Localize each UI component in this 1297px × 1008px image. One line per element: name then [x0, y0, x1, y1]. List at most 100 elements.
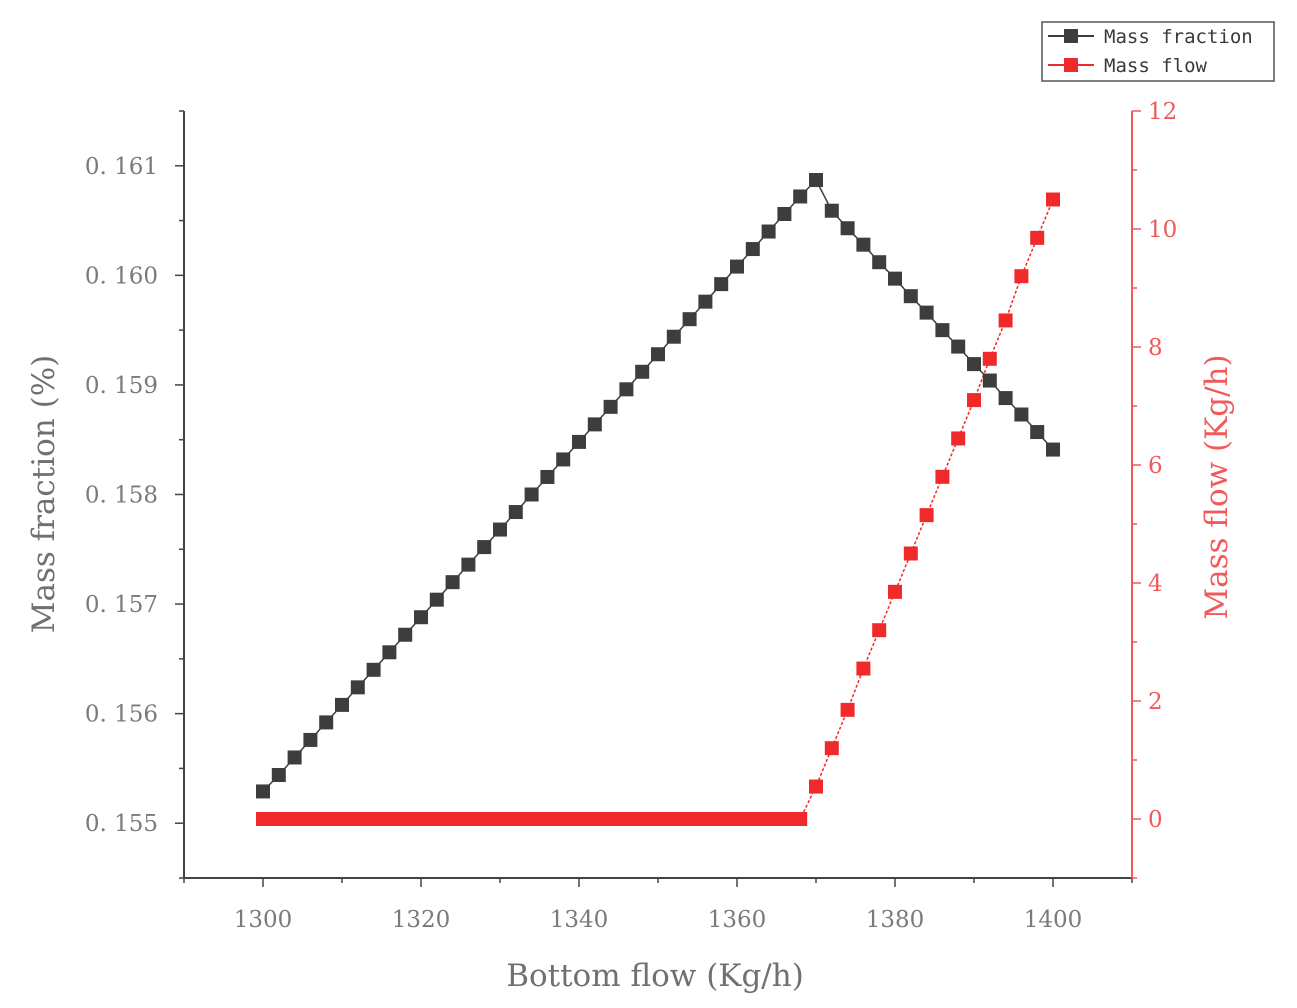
mass-fraction-point	[872, 255, 887, 270]
mass-fraction-point	[714, 277, 729, 292]
mass-flow-point	[935, 469, 950, 484]
y2-axis-title: Mass flow (Kg/h)	[1199, 354, 1235, 619]
mass-flow-point	[856, 661, 871, 676]
y2-tick-label: 4	[1148, 571, 1163, 597]
mass-fraction-point	[856, 237, 871, 252]
mass-flow-point	[872, 623, 887, 638]
mass-flow-point	[840, 702, 855, 717]
series-lines	[262, 178, 1054, 820]
mass-flow-point	[1046, 192, 1060, 207]
y-tick-label: 0. 160	[85, 263, 158, 289]
legend: Mass fraction Mass flow	[1041, 21, 1275, 82]
mass-flow-point	[951, 431, 966, 446]
mass-fraction-point	[303, 732, 318, 747]
mass-fraction-point	[319, 715, 334, 730]
mass-fraction-point	[429, 592, 444, 607]
mass-fraction-point	[477, 540, 492, 555]
y-tick-label: 0. 155	[85, 811, 158, 837]
legend-box	[1041, 21, 1275, 82]
mass-flow-point	[1030, 230, 1045, 245]
mass-fraction-point	[1014, 407, 1029, 422]
y-tick-label: 0. 157	[85, 592, 158, 618]
legend-label-mass-fraction: Mass fraction	[1104, 26, 1253, 48]
mass-fraction-point	[256, 784, 270, 799]
mass-fraction-point	[809, 173, 823, 188]
mass-fraction-point	[382, 645, 397, 660]
y2-tick-label: 8	[1148, 335, 1163, 361]
mass-flow-point	[919, 508, 934, 523]
y-axis-title: Mass fraction (%)	[26, 355, 62, 634]
y2-tick-label: 2	[1148, 689, 1163, 715]
mass-fraction-point	[556, 452, 571, 467]
legend-label-mass-flow: Mass flow	[1104, 55, 1208, 77]
x-tick-label: 1320	[392, 907, 451, 933]
series-points	[256, 173, 1060, 826]
mass-flow-point	[967, 393, 981, 408]
x-tick-label: 1300	[234, 907, 293, 933]
mass-fraction-point	[888, 271, 902, 286]
legend-marker-mass-fraction	[1064, 29, 1078, 43]
legend-marker-mass-flow	[1064, 58, 1078, 72]
mass-fraction-point	[967, 357, 981, 372]
series-line-mass-flow	[263, 199, 1054, 820]
mass-flow-point	[1014, 269, 1029, 284]
mass-flow-point	[809, 779, 823, 794]
x-axis-title: Bottom flow (Kg/h)	[506, 958, 804, 994]
x-tick-label: 1400	[1024, 907, 1083, 933]
mass-fraction-point	[698, 294, 713, 309]
mass-fraction-point	[350, 680, 365, 695]
axis-ticks	[175, 110, 1141, 887]
mass-fraction-point	[619, 382, 634, 397]
mass-flow-point	[793, 812, 808, 826]
mass-fraction-point	[366, 662, 381, 677]
mass-fraction-point	[287, 750, 302, 765]
mass-fraction-point	[445, 575, 460, 590]
mass-fraction-point	[414, 610, 428, 625]
mass-fraction-point	[508, 505, 523, 520]
y2-tick-label: 12	[1148, 99, 1177, 125]
y2-tick-label: 0	[1148, 807, 1163, 833]
mass-fraction-point	[982, 373, 997, 388]
mass-fraction-point	[493, 522, 507, 537]
mass-flow-point	[982, 351, 997, 366]
mass-flow-point	[888, 584, 902, 599]
mass-fraction-point	[919, 305, 934, 320]
mass-fraction-point	[730, 259, 744, 274]
y-tick-label: 0. 161	[85, 154, 158, 180]
mass-fraction-point	[461, 557, 476, 572]
mass-fraction-point	[572, 434, 586, 449]
mass-fraction-point	[935, 323, 950, 338]
y2-tick-label: 6	[1148, 453, 1163, 479]
x-tick-label: 1380	[866, 907, 925, 933]
mass-fraction-point	[651, 347, 665, 362]
mass-fraction-point	[635, 364, 650, 379]
y-tick-label: 0. 159	[85, 373, 158, 399]
mass-flow-point	[998, 313, 1013, 328]
mass-fraction-point	[777, 206, 792, 221]
y-tick-label: 0. 158	[85, 483, 158, 509]
mass-fraction-point	[824, 203, 839, 218]
series-line-mass-fraction	[262, 178, 1054, 792]
mass-fraction-point	[840, 221, 855, 236]
mass-fraction-point	[540, 469, 555, 484]
mass-fraction-point	[666, 329, 681, 344]
mass-fraction-point	[903, 289, 918, 304]
y-tick-label: 0. 156	[85, 702, 158, 728]
y2-tick-label: 10	[1148, 217, 1177, 243]
mass-fraction-point	[1046, 442, 1060, 457]
mass-fraction-point	[761, 224, 776, 239]
x-tick-label: 1340	[550, 907, 609, 933]
mass-fraction-point	[1030, 425, 1045, 440]
mass-fraction-point	[524, 487, 539, 502]
mass-fraction-point	[682, 312, 697, 327]
mass-fraction-point	[793, 189, 808, 204]
mass-fraction-point	[587, 417, 602, 432]
mass-fraction-point	[335, 697, 349, 712]
mass-fraction-point	[745, 242, 760, 257]
mass-fraction-point	[951, 339, 966, 354]
mass-fraction-point	[271, 768, 286, 783]
tick-labels: 1300 1320 1340 1360 1380 1400 0. 155 0. 156 0. 1…	[85, 99, 1177, 933]
x-tick-label: 1360	[708, 907, 767, 933]
mass-flow-point	[824, 741, 839, 756]
